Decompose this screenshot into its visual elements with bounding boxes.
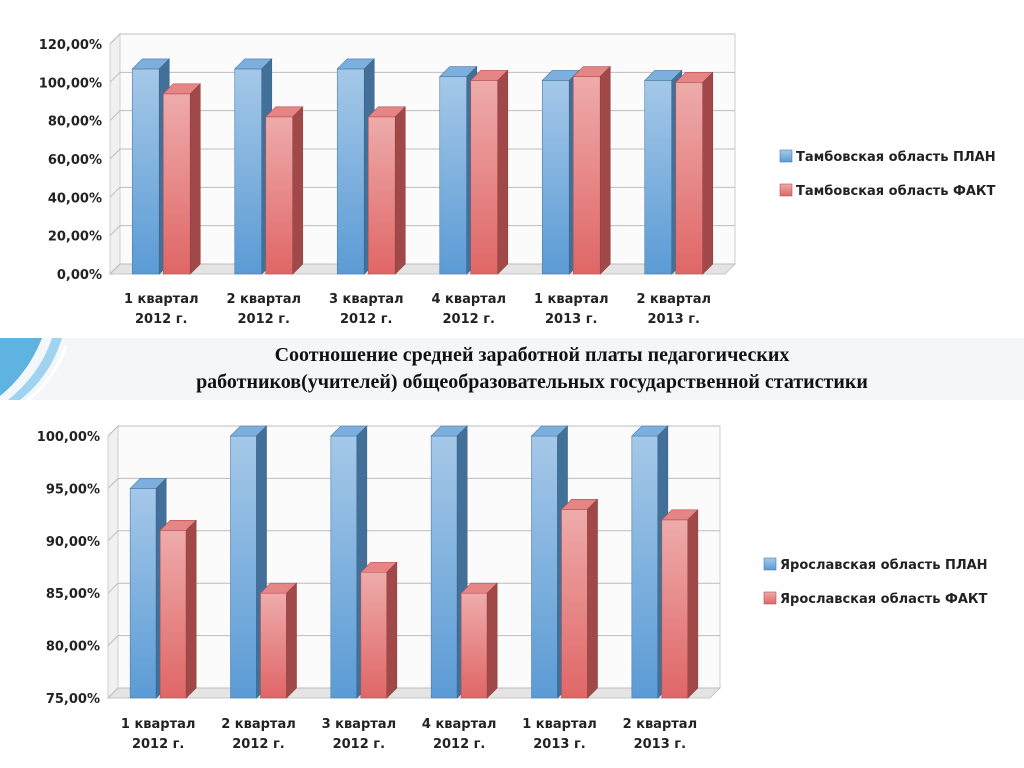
bar-fact [360, 561, 398, 699]
gridline [109, 186, 735, 198]
y-tick-label: 100,00% [39, 76, 102, 91]
legend-label: Ярославская область ФАКТ [780, 592, 988, 607]
yaroslavl-chart: 75,00% 80,00% 85,00% 90,00% 95,00% 100,00% 1 к… [37, 424, 988, 752]
x-tick-label: 2012 г. [333, 737, 385, 752]
gridline [107, 687, 720, 699]
bar-fact [367, 106, 406, 275]
x-tick-label: 2 квартал [623, 717, 698, 732]
x-tick-label: 1 квартал [124, 292, 199, 307]
gridline [109, 263, 735, 275]
x-tick-label: 4 квартал [431, 292, 506, 307]
y-tick-label: 80,00% [48, 115, 102, 130]
gridline [109, 110, 735, 122]
legend-swatch [779, 183, 793, 197]
bar-plan [234, 58, 273, 275]
x-tick-label: 2012 г. [443, 312, 495, 327]
x-tick-label: 3 квартал [329, 292, 404, 307]
y-tick-label: 100,00% [37, 430, 100, 445]
y-tick-label: 0,00% [57, 268, 102, 283]
y-tick-label: 40,00% [48, 191, 102, 206]
bar-fact [470, 69, 509, 275]
y-tick-label: 75,00% [46, 692, 100, 707]
tambov-chart: 0,00% 20,00% 40,00% 60,00% 80,00% 100,00% 120,… [39, 32, 996, 327]
y-tick-label: 90,00% [46, 535, 100, 550]
x-tick-label: 2012 г. [433, 737, 485, 752]
gridline [109, 33, 735, 45]
gridline [109, 225, 735, 237]
bar-fact [675, 71, 714, 275]
bar-fact [162, 83, 201, 275]
bar-plan [330, 425, 368, 699]
x-tick-label: 2 квартал [221, 717, 296, 732]
x-tick-label: 2012 г. [238, 312, 290, 327]
x-tick-label: 3 квартал [322, 717, 397, 732]
legend-swatch [779, 149, 793, 163]
slide-title-line2: работников(учителей) общеобразовательных… [196, 371, 868, 393]
gridline [109, 148, 735, 160]
legend-label: Ярославская область ПЛАН [780, 558, 988, 573]
x-tick-label: 2013 г. [545, 312, 597, 327]
x-tick-label: 2 квартал [226, 292, 301, 307]
y-tick-label: 95,00% [46, 482, 100, 497]
y-tick-label: 85,00% [46, 587, 100, 602]
x-tick-label: 1 квартал [121, 717, 196, 732]
x-tick-label: 2013 г. [533, 737, 585, 752]
bar-fact [572, 65, 611, 275]
bar-fact [265, 106, 304, 275]
x-tick-label: 2012 г. [340, 312, 392, 327]
x-tick-label: 2013 г. [634, 737, 686, 752]
x-tick-label: 2012 г. [135, 312, 187, 327]
bar-fact [259, 582, 298, 699]
slide-title: Соотношение средней заработной платы пед… [80, 342, 984, 396]
bar-fact [661, 509, 699, 699]
x-tick-label: 2013 г. [648, 312, 700, 327]
x-tick-label: 4 квартал [422, 717, 497, 732]
wave-decoration-icon [0, 338, 68, 400]
gridline [107, 582, 720, 594]
bar-fact [460, 582, 498, 699]
y-tick-label: 120,00% [39, 38, 102, 53]
x-tick-label: 2012 г. [132, 737, 184, 752]
legend-swatch [763, 557, 777, 571]
title-band: Соотношение средней заработной платы пед… [0, 338, 1024, 400]
legend-swatch [763, 591, 777, 605]
x-tick-label: 2012 г. [232, 737, 284, 752]
bar-plan [229, 425, 268, 699]
slide-title-line1: Соотношение средней заработной платы пед… [274, 344, 790, 366]
y-tick-label: 80,00% [46, 640, 100, 655]
bar-plan [336, 58, 375, 275]
gridline [107, 477, 720, 489]
gridline [107, 635, 720, 646]
gridline [107, 530, 720, 542]
x-tick-label: 1 квартал [534, 292, 609, 307]
legend-label: Тамбовская область ФАКТ [796, 184, 996, 199]
x-tick-label: 2 квартал [636, 292, 711, 307]
bar-fact [159, 519, 197, 699]
y-tick-label: 20,00% [48, 230, 102, 245]
gridline [109, 71, 735, 83]
x-tick-label: 1 квартал [522, 717, 597, 732]
gridline [107, 425, 720, 437]
bar-fact [560, 498, 599, 699]
y-tick-label: 60,00% [48, 153, 102, 168]
legend-label: Тамбовская область ПЛАН [796, 150, 996, 165]
